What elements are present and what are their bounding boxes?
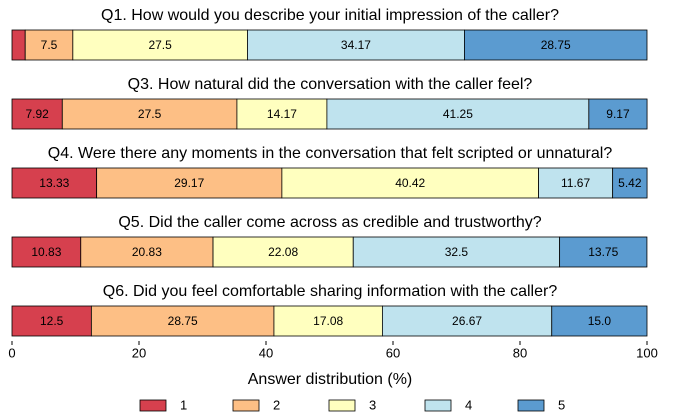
bar-segment [381,305,553,337]
bar-segment [352,236,561,268]
bar-segment [464,29,648,61]
bar-segment [612,167,648,199]
value-label: 20.83 [132,245,162,259]
x-tick-label: 20 [132,345,146,360]
bar-segment [11,29,26,61]
legend-label: 4 [465,397,472,412]
legend-label: 2 [273,397,280,412]
bar-segment [236,98,328,130]
value-label: 27.5 [148,38,172,52]
x-tick-label: 0 [8,345,15,360]
bar-segment [11,167,98,199]
bar-segment [212,236,354,268]
question-title: Q5. Did the caller come across as credib… [118,214,541,231]
value-label: 28.75 [168,314,198,328]
value-label: 7.92 [25,107,49,121]
value-label: 13.75 [588,245,618,259]
question-title: Q6. Did you feel comfortable sharing inf… [103,283,558,300]
value-label: 9.17 [606,107,630,121]
legend-label: 3 [369,397,376,412]
value-label: 28.75 [541,38,571,52]
value-label: 17.08 [313,314,343,328]
bar-segment [538,167,614,199]
value-label: 27.5 [138,107,162,121]
bar-segment [11,98,63,130]
legend-swatch [139,399,167,412]
legend-label: 5 [558,397,565,412]
question-title: Q3. How natural did the conversation wit… [128,76,533,93]
question-title: Q4. Were there any moments in the conver… [48,145,613,162]
x-tick-label: 60 [386,345,400,360]
x-tick-label: 40 [259,345,273,360]
legend-swatch [424,399,452,412]
bar-segment [90,305,275,337]
value-label: 13.33 [39,176,69,190]
x-tick-label: 80 [513,345,527,360]
value-label: 40.42 [395,176,425,190]
question-title: Q1. How would you describe your initial … [101,7,559,24]
value-label: 15.0 [588,314,612,328]
value-label: 5.42 [618,176,642,190]
value-label: 22.08 [268,245,298,259]
bar-segment [281,167,539,199]
bar-segment [247,29,465,61]
bar-segment [11,305,92,337]
value-label: 26.67 [452,314,482,328]
bar-segment [24,29,74,61]
value-label: 11.67 [561,176,590,190]
value-label: 32.5 [445,245,469,259]
x-axis-label: Answer distribution (%) [248,371,413,388]
legend-label: 1 [180,397,187,412]
bar-segment [551,305,648,337]
legend-swatch [328,399,356,412]
bar-segment [273,305,383,337]
bar-segment [559,236,648,268]
bar-segment [326,98,590,130]
x-tick-label: 100 [636,345,658,360]
value-label: 34.17 [341,38,371,52]
value-label: 29.17 [174,176,204,190]
value-label: 12.5 [40,314,64,328]
bar-segment [61,98,238,130]
bar-segment [588,98,648,130]
legend-swatch [232,399,260,412]
value-label: 41.25 [443,107,473,121]
legend-swatch [517,399,545,412]
bar-segment [72,29,248,61]
value-label: 10.83 [31,245,61,259]
value-label: 14.17 [267,107,297,121]
value-label: 7.5 [41,38,58,52]
bar-segment [80,236,214,268]
